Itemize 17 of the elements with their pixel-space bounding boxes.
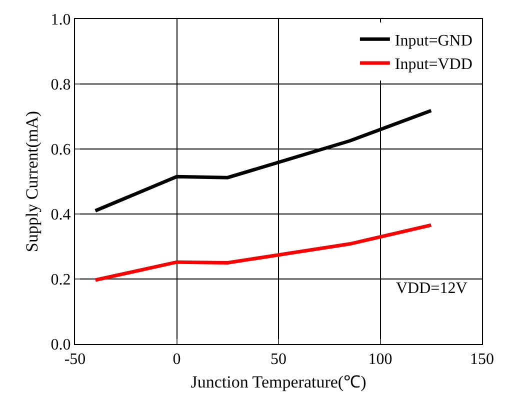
y-axis-title: Supply Current(mA) xyxy=(22,110,42,252)
line-series xyxy=(94,223,433,282)
x-axis-title: Junction Temperature(℃) xyxy=(190,372,366,392)
x-tick-label: 150 xyxy=(470,351,494,368)
y-tick-label: 1.0 xyxy=(50,12,71,29)
x-tick-label: -50 xyxy=(64,351,86,368)
y-tick-label: 0.0 xyxy=(50,336,71,354)
y-tick-label: 0.2 xyxy=(50,272,71,289)
x-tick-label: 100 xyxy=(368,351,392,368)
x-tick-label: 50 xyxy=(270,351,286,368)
annotation: VDD=12V xyxy=(396,280,468,297)
y-tick-label: 0.4 xyxy=(50,206,71,224)
legend-label: Input=VDD xyxy=(394,56,472,74)
y-tick-label: 0.6 xyxy=(50,142,71,159)
legend-label: Input=GND xyxy=(394,32,472,50)
y-tick-label: 0.8 xyxy=(50,76,71,94)
x-tick-label: 0 xyxy=(172,351,181,368)
